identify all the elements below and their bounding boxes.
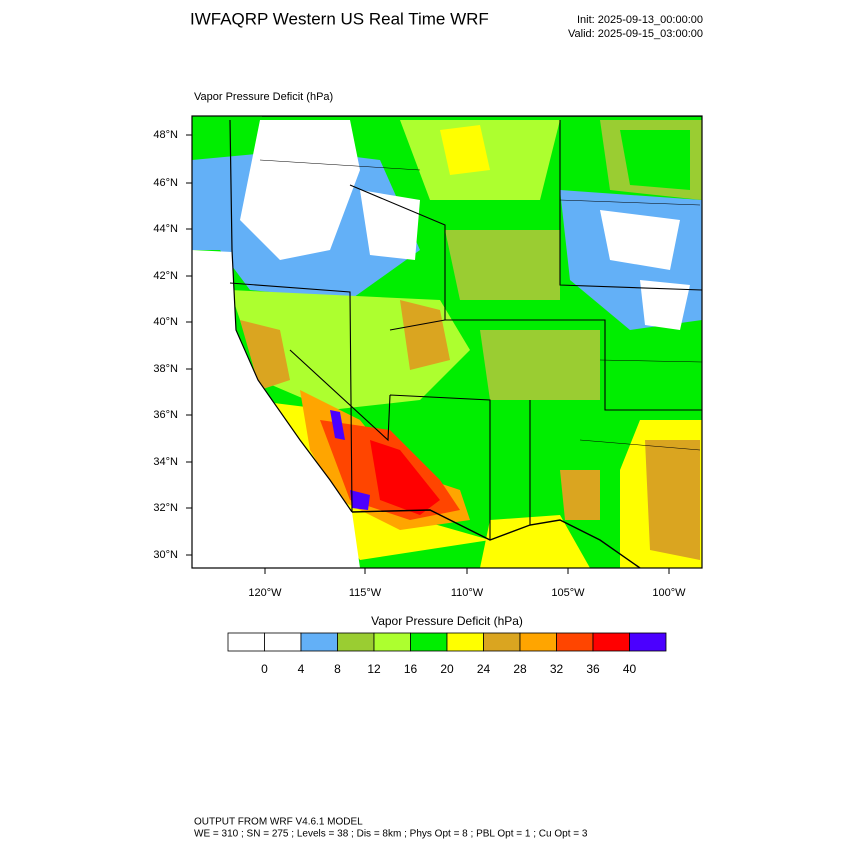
lat-label: 38°N — [153, 363, 178, 375]
colorbar-box — [446, 632, 484, 652]
field-region — [440, 125, 490, 175]
colorbar-title: Vapor Pressure Deficit (hPa) — [371, 614, 523, 628]
colorbar-label: 32 — [550, 662, 564, 676]
colorbar-label: 16 — [404, 662, 418, 676]
valid-time: Valid: 2025-09-15_03:00:00 — [568, 28, 703, 40]
field-region — [240, 320, 290, 390]
field-region — [480, 330, 600, 400]
footer-line: OUTPUT FROM WRF V4.6.1 MODEL — [194, 817, 363, 828]
field-region — [370, 440, 440, 515]
lon-label: 110°W — [451, 587, 484, 599]
colorbar-box — [483, 632, 521, 652]
lon-label: 120°W — [248, 587, 282, 599]
colorbar-box — [629, 632, 667, 652]
colorbar-label: 40 — [623, 662, 637, 676]
map-frame — [191, 115, 703, 569]
lat-label: 36°N — [153, 409, 178, 421]
lat-label: 30°N — [153, 549, 178, 561]
field-region — [645, 440, 700, 560]
colorbar: 0 4 8 12 16 20 24 28 32 36 40 — [227, 632, 667, 676]
lat-label: 44°N — [153, 223, 178, 235]
lon-label: 100°W — [652, 587, 686, 599]
colorbar-label: 4 — [298, 662, 305, 676]
lat-label: 46°N — [153, 177, 178, 189]
colorbar-box — [337, 632, 375, 652]
colorbar-box — [410, 632, 448, 652]
colorbar-label: 28 — [513, 662, 527, 676]
lat-label: 32°N — [153, 502, 178, 514]
lat-label: 34°N — [153, 456, 178, 468]
colorbar-box — [556, 632, 594, 652]
colorbar-label: 8 — [334, 662, 341, 676]
colorbar-box — [592, 632, 630, 652]
field-region — [560, 470, 600, 520]
colorbar-box — [300, 632, 338, 652]
lat-label: 48°N — [153, 129, 178, 141]
map-title: Vapor Pressure Deficit (hPa) — [194, 91, 333, 103]
field-region — [192, 160, 232, 250]
lat-label: 42°N — [153, 270, 178, 282]
init-time: Init: 2025-09-13_00:00:00 — [577, 14, 703, 26]
field-region — [192, 250, 360, 568]
field-region — [400, 300, 450, 370]
field-region — [445, 230, 560, 300]
lon-label: 105°W — [551, 587, 585, 599]
colorbar-label: 20 — [440, 662, 454, 676]
lat-label: 40°N — [153, 316, 178, 328]
field-region — [330, 410, 345, 440]
map-field — [192, 116, 702, 568]
field-region — [600, 210, 680, 270]
colorbar-label: 12 — [367, 662, 381, 676]
colorbar-label: 36 — [586, 662, 600, 676]
colorbar-box — [519, 632, 557, 652]
field-region — [240, 120, 360, 260]
field-region — [360, 190, 420, 260]
field-region — [640, 280, 690, 330]
field-region — [350, 490, 370, 510]
lon-label: 115°W — [349, 587, 382, 599]
colorbar-box — [373, 632, 411, 652]
field-region — [480, 515, 590, 568]
colorbar-box — [227, 632, 265, 652]
borders — [229, 116, 702, 568]
colorbar-label: 0 — [261, 662, 268, 676]
field-region — [620, 130, 690, 190]
colorbar-box — [264, 632, 302, 652]
colorbar-label: 24 — [477, 662, 491, 676]
footer-line: WE = 310 ; SN = 275 ; Levels = 38 ; Dis … — [194, 829, 588, 840]
main-title: IWFAQRP Western US Real Time WRF — [190, 9, 489, 28]
